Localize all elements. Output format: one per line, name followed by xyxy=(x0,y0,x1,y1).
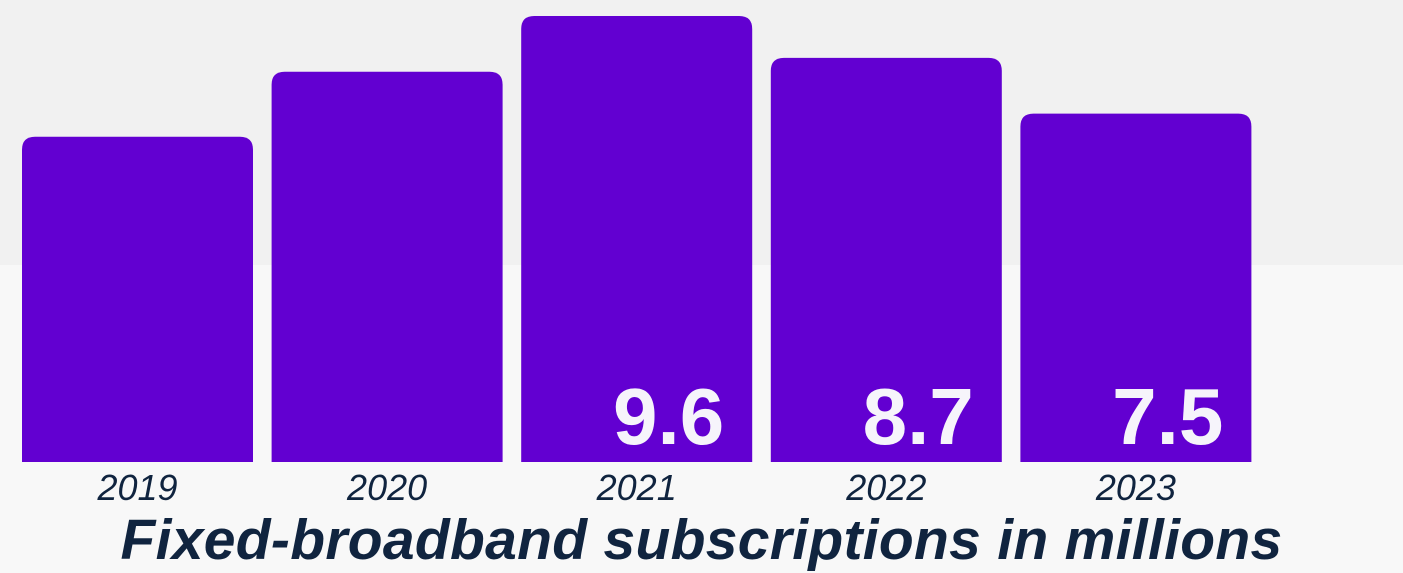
bar-2020 xyxy=(271,71,503,462)
category-label-2020: 2020 xyxy=(346,467,427,508)
bar-2023 xyxy=(1020,113,1252,462)
category-label-2023: 2023 xyxy=(1095,467,1176,508)
chart-title: Fixed-broadband subscriptions in million… xyxy=(120,508,1283,572)
bar-chart: 2019 2020 9.6 2021 8.7 2022 7.5 2023 xyxy=(22,16,1252,508)
value-label-2021: 9.6 xyxy=(613,372,724,461)
bar-2019 xyxy=(22,136,253,462)
value-label-2023: 7.5 xyxy=(1112,372,1223,461)
bar-2021 xyxy=(521,16,753,462)
category-label-2022: 2022 xyxy=(845,467,926,508)
category-label-2019: 2019 xyxy=(96,467,177,508)
bar-2022 xyxy=(770,57,1002,462)
value-label-2022: 8.7 xyxy=(863,372,974,461)
category-label-2021: 2021 xyxy=(596,467,677,508)
